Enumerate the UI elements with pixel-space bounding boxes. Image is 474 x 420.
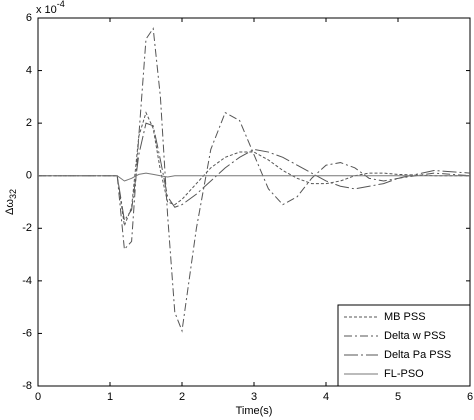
- x-tick-label: 5: [395, 391, 401, 403]
- legend: MB PSS Delta w PSS Delta Pa PSS FL-PSO: [337, 304, 471, 387]
- x-tick-label: 2: [179, 391, 185, 403]
- x-tick-label: 1: [107, 391, 113, 403]
- x-tick-label: 0: [35, 391, 41, 403]
- series-line: [38, 111, 470, 228]
- y-label-main: Δω: [4, 199, 16, 215]
- y-exponent-power: -4: [57, 0, 65, 9]
- y-tick-label: 6: [26, 12, 32, 24]
- legend-label: MB PSS: [384, 311, 426, 323]
- y-tick-label: -6: [22, 327, 32, 339]
- y-label-sub: 32: [8, 189, 18, 199]
- y-tick-label: -8: [22, 380, 32, 392]
- y-exponent-base: x 10: [36, 4, 57, 16]
- y-tick-label: -4: [22, 275, 32, 287]
- legend-label: FL-PSO: [384, 368, 424, 380]
- y-tick-label: 2: [26, 117, 32, 129]
- y-tick-label: -2: [22, 222, 32, 234]
- legend-label: Delta Pa PSS: [384, 349, 451, 361]
- y-tick-label: 0: [26, 170, 32, 182]
- series-line: [38, 122, 471, 222]
- series-line: [38, 27, 471, 333]
- x-tick-label: 6: [467, 391, 473, 403]
- x-tick-label: 3: [251, 391, 257, 403]
- y-exponent: x 10-4: [36, 0, 65, 16]
- legend-label: Delta w PSS: [384, 330, 446, 342]
- series-line: [38, 172, 470, 182]
- y-tick-label: 4: [26, 64, 32, 76]
- x-axis-label: Time(s): [236, 405, 273, 417]
- legend-box: [337, 304, 471, 387]
- x-tick-label: 4: [323, 391, 329, 403]
- y-axis-label: Δω32: [4, 189, 18, 215]
